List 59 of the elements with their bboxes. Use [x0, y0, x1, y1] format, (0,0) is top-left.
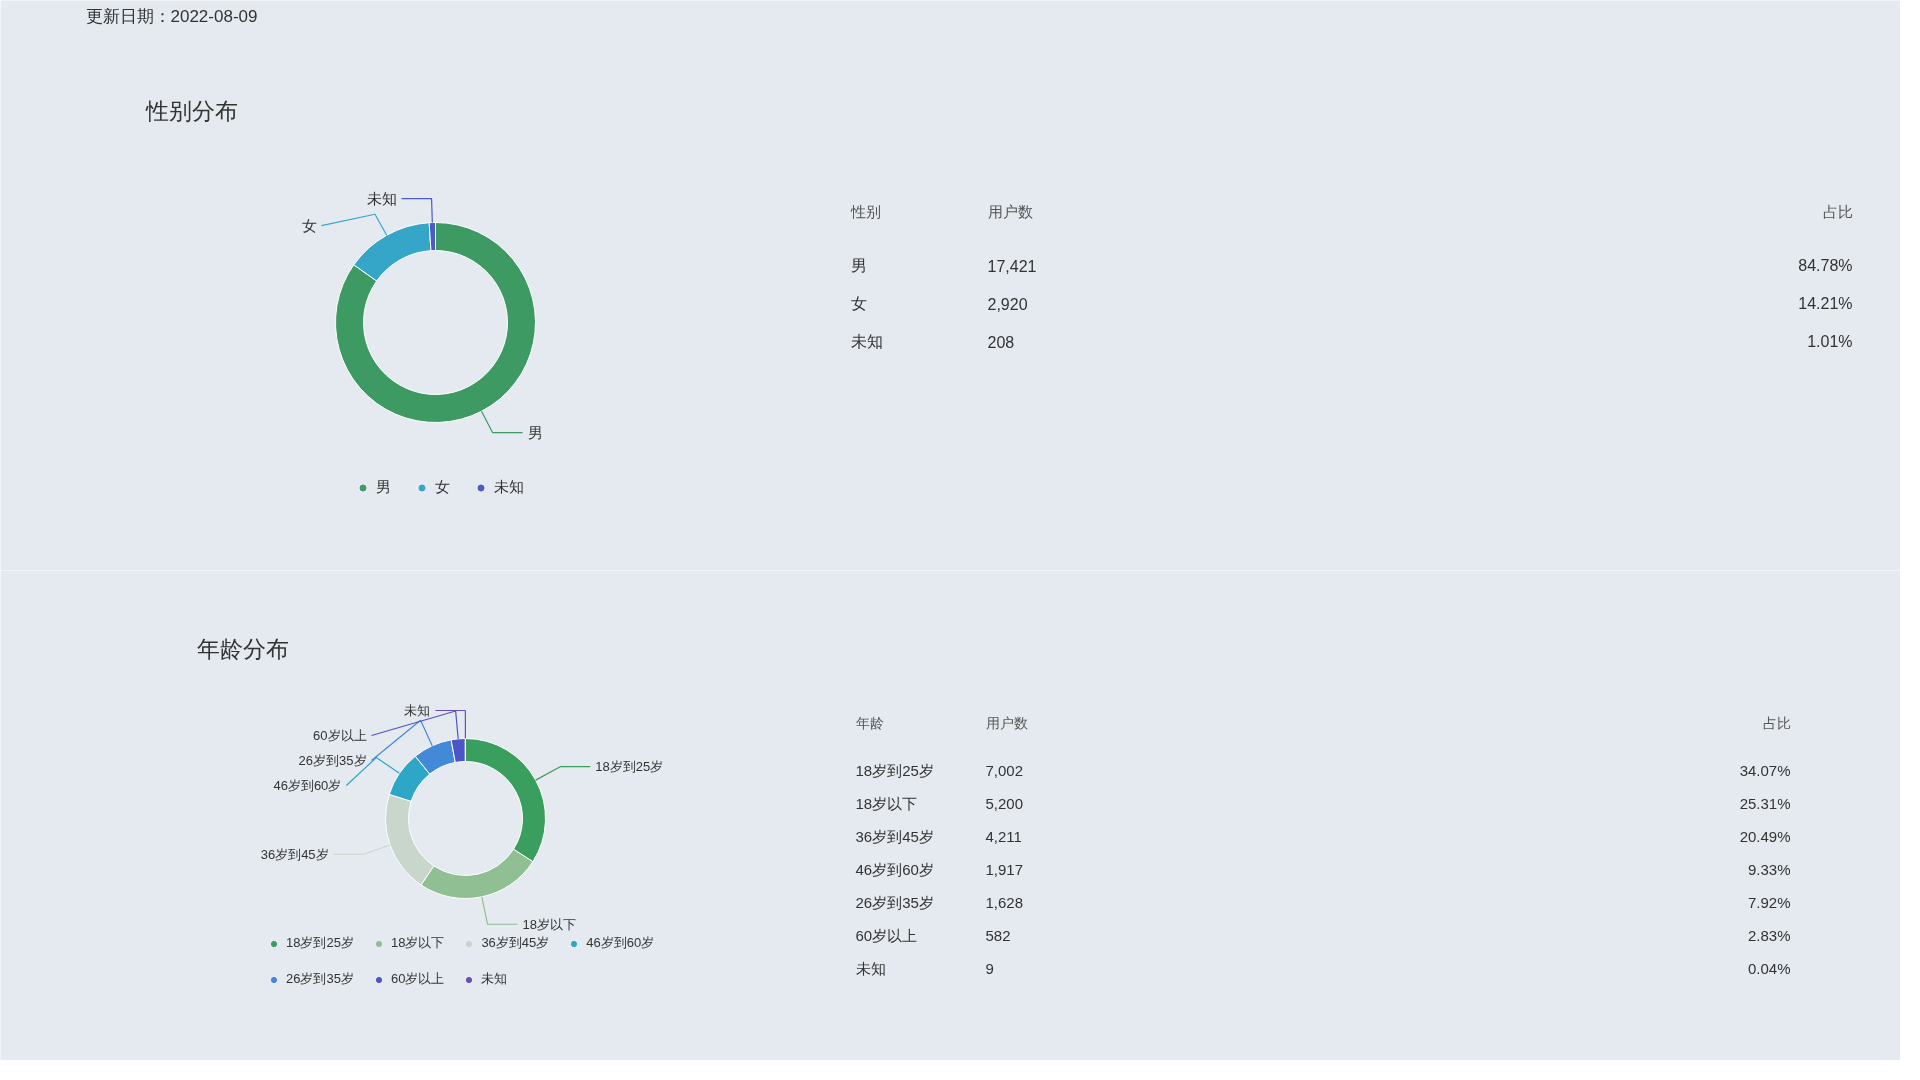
category-label: 18岁到25岁 [855, 762, 934, 779]
slice-label: 未知 [366, 190, 397, 208]
text: 9.33% [1747, 861, 1791, 878]
text: 0.04% [1747, 960, 1791, 977]
category-label: 女 [850, 295, 867, 312]
text: 20.49% [1739, 828, 1791, 845]
text: 性别 [849, 203, 881, 220]
category-label: 60岁以上 [855, 927, 918, 944]
slice-label: 男 [527, 424, 543, 442]
text: 9 [985, 959, 994, 977]
legend-label: 男 [376, 478, 392, 497]
text: 17,421 [987, 257, 1037, 275]
text: 占比 [1762, 714, 1791, 731]
category-label: 未知 [855, 960, 886, 977]
text: 582 [985, 926, 1011, 944]
slice-label: 女 [301, 217, 317, 235]
legend-label: 未知 [481, 970, 508, 988]
category-label: 18岁以下 [855, 795, 918, 812]
legend-label: 女 [435, 478, 451, 497]
text: 5,200 [985, 794, 1024, 812]
category-label: 26岁到35岁 [855, 894, 934, 911]
text: 208 [987, 333, 1015, 351]
slice-label: 18岁以下 [522, 916, 576, 932]
text: 7.92% [1747, 894, 1791, 911]
text: 年龄 [855, 714, 884, 731]
text: 2.83% [1747, 927, 1791, 944]
slice-label: 60岁以上 [313, 728, 367, 743]
text: 2,920 [987, 295, 1028, 313]
legend-label: 46岁到60岁 [586, 934, 655, 952]
text: 1,628 [985, 893, 1024, 911]
legend-label: 18岁到25岁 [286, 934, 354, 952]
slice-label: 46岁到60岁 [273, 778, 342, 793]
text: 7,002 [985, 761, 1024, 779]
text: 占比 [1822, 203, 1853, 220]
text: 25.31% [1739, 795, 1791, 812]
category-label: 36岁到45岁 [855, 828, 934, 845]
category-label: 46岁到60岁 [855, 861, 934, 878]
slice-label: 18岁到25岁 [595, 759, 664, 775]
text: 更新日期：2022-08-09 [85, 7, 258, 26]
text: 1.01% [1807, 333, 1853, 350]
legend-label: 60岁以上 [390, 970, 445, 988]
legend-label: 18岁以下 [390, 934, 445, 952]
category-label: 男 [850, 257, 867, 274]
category-label: 未知 [850, 333, 883, 350]
slice-label: 未知 [404, 703, 431, 718]
text: 用户数 [985, 714, 1028, 731]
chart-title: 年龄分布 [196, 635, 289, 662]
text: 用户数 [987, 203, 1033, 220]
text: 1,917 [985, 860, 1024, 878]
legend-label: 未知 [494, 478, 524, 497]
text: 34.07% [1739, 762, 1791, 779]
legend-label: 26岁到35岁 [286, 970, 354, 988]
text: 14.21% [1798, 295, 1853, 312]
chart-title: 性别分布 [144, 97, 238, 124]
text: 4,211 [985, 827, 1022, 845]
slice-label: 36岁到45岁 [260, 846, 329, 862]
text: 84.78% [1798, 257, 1853, 274]
slice-label: 26岁到35岁 [298, 753, 367, 768]
legend-label: 36岁到45岁 [481, 934, 550, 952]
